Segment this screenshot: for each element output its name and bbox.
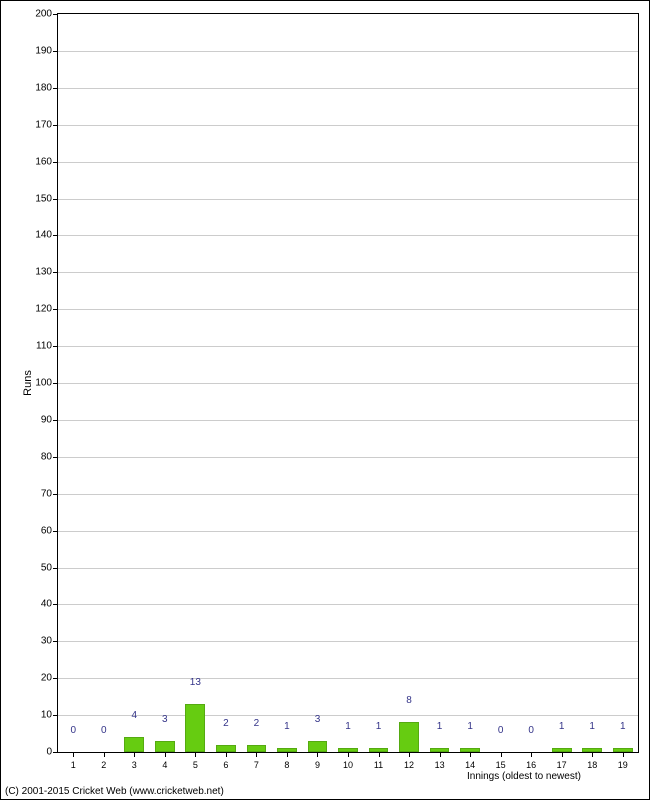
y-axis-title: Runs	[22, 370, 34, 396]
gridline	[58, 125, 638, 126]
bar-value-label: 0	[498, 725, 504, 738]
gridline	[58, 309, 638, 310]
bar	[185, 704, 205, 752]
y-tick-label: 10	[41, 710, 58, 721]
x-tick-label: 14	[465, 752, 475, 770]
gridline	[58, 604, 638, 605]
gridline	[58, 531, 638, 532]
x-tick-label: 15	[496, 752, 506, 770]
bar-value-label: 4	[132, 710, 138, 723]
copyright-text: (C) 2001-2015 Cricket Web (www.cricketwe…	[5, 786, 224, 797]
bar-value-label: 1	[589, 721, 595, 734]
gridline	[58, 51, 638, 52]
y-tick-label: 30	[41, 636, 58, 647]
x-axis-title: Innings (oldest to newest)	[467, 771, 581, 782]
y-tick-label: 60	[41, 525, 58, 536]
y-tick-label: 140	[35, 230, 58, 241]
y-tick-label: 100	[35, 378, 58, 389]
bar-value-label: 0	[528, 725, 534, 738]
y-tick-label: 120	[35, 304, 58, 315]
x-tick-label: 10	[343, 752, 353, 770]
bar-value-label: 1	[559, 721, 565, 734]
x-tick-label: 8	[284, 752, 289, 770]
bar-value-label: 0	[101, 725, 107, 738]
gridline	[58, 162, 638, 163]
gridline	[58, 715, 638, 716]
plot-area: Runs 01020304050607080901001101201301401…	[57, 13, 639, 753]
x-tick-label: 1	[71, 752, 76, 770]
y-tick-label: 20	[41, 673, 58, 684]
bar	[124, 737, 144, 752]
x-tick-label: 13	[435, 752, 445, 770]
gridline	[58, 235, 638, 236]
gridline	[58, 641, 638, 642]
x-tick-label: 3	[132, 752, 137, 770]
y-tick-label: 130	[35, 267, 58, 278]
x-tick-label: 19	[618, 752, 628, 770]
y-tick-label: 110	[36, 341, 58, 352]
x-tick-label: 7	[254, 752, 259, 770]
x-tick-label: 12	[404, 752, 414, 770]
y-tick-label: 160	[35, 156, 58, 167]
x-tick-label: 16	[526, 752, 536, 770]
x-tick-label: 11	[374, 752, 383, 770]
y-tick-label: 0	[46, 747, 58, 758]
bar-value-label: 8	[406, 695, 412, 708]
bar-value-label: 1	[345, 721, 351, 734]
x-tick-label: 18	[587, 752, 597, 770]
y-tick-label: 50	[41, 562, 58, 573]
x-tick-label: 6	[223, 752, 228, 770]
gridline	[58, 88, 638, 89]
bar	[247, 745, 267, 752]
x-tick-label: 5	[193, 752, 198, 770]
y-tick-label: 200	[35, 9, 58, 20]
bar	[308, 741, 328, 752]
bar	[399, 722, 419, 752]
bar-value-label: 1	[284, 721, 290, 734]
gridline	[58, 420, 638, 421]
gridline	[58, 346, 638, 347]
bar-value-label: 0	[70, 725, 76, 738]
bar	[155, 741, 175, 752]
bar-value-label: 3	[162, 714, 168, 727]
y-tick-label: 190	[35, 45, 58, 56]
gridline	[58, 678, 638, 679]
x-tick-label: 17	[557, 752, 567, 770]
gridline	[58, 494, 638, 495]
gridline	[58, 383, 638, 384]
y-tick-label: 70	[41, 488, 58, 499]
x-tick-label: 2	[101, 752, 106, 770]
gridline	[58, 199, 638, 200]
bar-value-label: 1	[620, 721, 626, 734]
bar	[216, 745, 236, 752]
y-tick-label: 180	[35, 82, 58, 93]
y-tick-label: 40	[41, 599, 58, 610]
bar-value-label: 1	[437, 721, 443, 734]
x-tick-label: 9	[315, 752, 320, 770]
y-tick-label: 80	[41, 451, 58, 462]
gridline	[58, 272, 638, 273]
chart-container: Runs 01020304050607080901001101201301401…	[0, 0, 650, 800]
y-tick-label: 150	[35, 193, 58, 204]
y-tick-label: 170	[35, 119, 58, 130]
bar-value-label: 2	[254, 718, 260, 731]
bar-value-label: 1	[467, 721, 473, 734]
x-tick-label: 4	[162, 752, 167, 770]
y-tick-label: 90	[41, 414, 58, 425]
bar-value-label: 13	[190, 677, 201, 690]
bar-value-label: 2	[223, 718, 229, 731]
gridline	[58, 568, 638, 569]
bar-value-label: 3	[315, 714, 321, 727]
bar-value-label: 1	[376, 721, 382, 734]
gridline	[58, 457, 638, 458]
